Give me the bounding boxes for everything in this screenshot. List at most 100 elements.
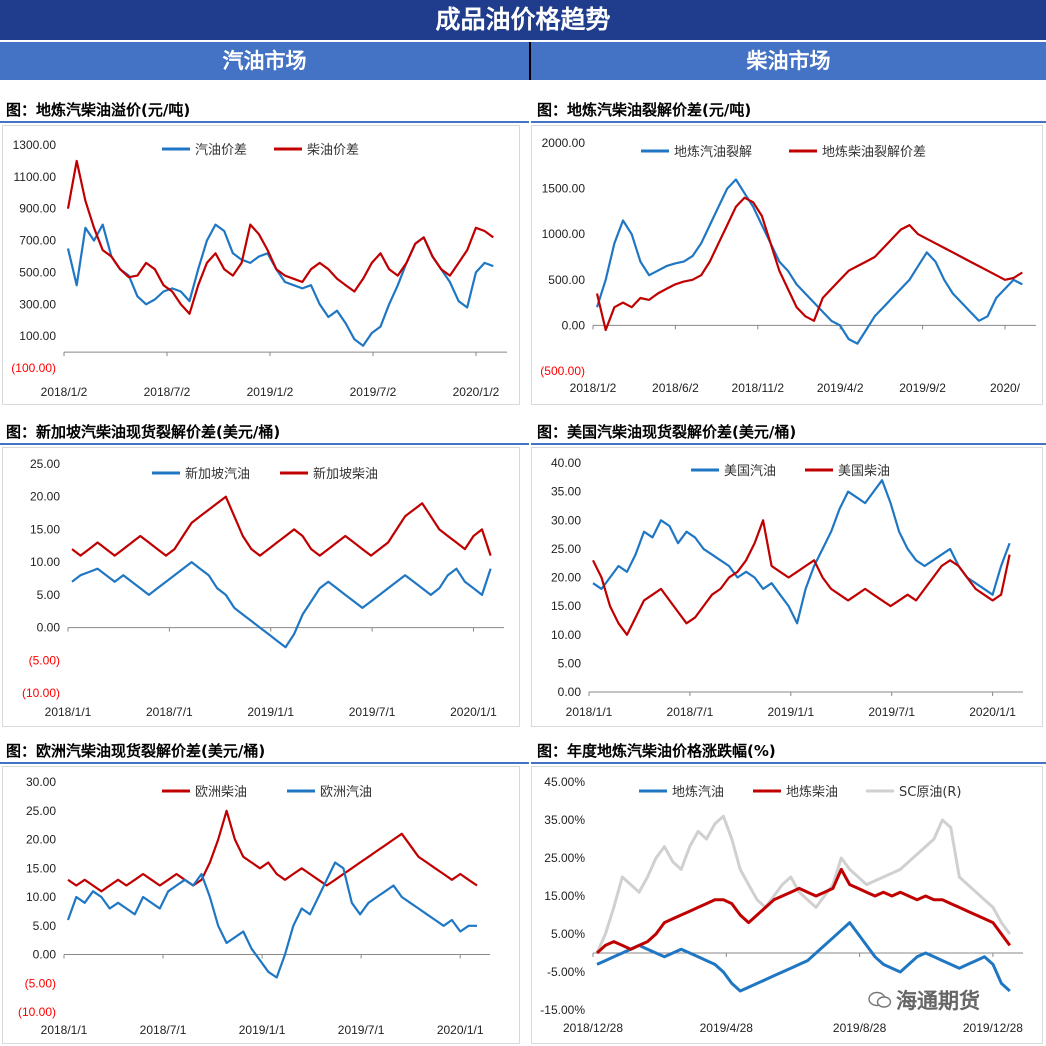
y-tick-label: 0.00 — [558, 685, 582, 699]
section-diesel: 柴油市场 — [531, 42, 1046, 80]
chart-frame-p6 — [531, 766, 1043, 1044]
x-tick-label: 2019/9/2 — [899, 381, 946, 395]
y-tick-label: -5.00% — [547, 965, 585, 979]
x-tick-label: 2020/1/1 — [437, 1023, 484, 1037]
x-tick-label: 2018/12/28 — [563, 1021, 623, 1035]
y-tick-label: 500.00 — [19, 265, 56, 279]
x-tick-label: 2020/1/1 — [969, 705, 1016, 719]
panel-title-p2: 图：地炼汽柴油裂解价差(元/吨) — [537, 101, 752, 119]
series-line-2 — [595, 867, 1012, 955]
page-banner: 成品油价格趋势 — [0, 0, 1046, 40]
y-tick-label: 25.00% — [544, 851, 585, 865]
section-divider — [529, 42, 531, 80]
chart-p4: 40.00 35.00 30.00 25.00 20.00 15.00 10.00 5.00 0… — [551, 456, 1023, 719]
x-tick-label: 2019/7/2 — [350, 385, 397, 399]
watermark-text: 海通期货 — [896, 989, 980, 1013]
y-tick-label: 15.00 — [551, 599, 581, 613]
legend-label: 欧洲柴油 — [195, 785, 247, 800]
series-line-2 — [66, 861, 477, 979]
panel-title-p1: 图：地炼汽柴油溢价(元/吨) — [6, 101, 191, 119]
x-tick-label: 2019/7/1 — [868, 705, 915, 719]
section-gasoline: 汽油市场 — [0, 42, 529, 80]
x-tick-label: 2018/7/1 — [146, 705, 193, 719]
y-tick-label: (100.00) — [11, 361, 56, 375]
y-tick-label: 5.00% — [551, 927, 585, 941]
chart-p6: 45.00% 35.00% 25.00% 15.00% 5.00% -5.00% -15.0… — [540, 775, 1023, 1035]
legend-label: 地炼柴油裂解价差 — [822, 145, 926, 160]
x-tick-label: 2019/1/2 — [247, 385, 294, 399]
y-tick-label: 35.00 — [551, 485, 581, 499]
legend-label: 地炼柴油 — [786, 785, 838, 800]
y-tick-label: 25.00 — [551, 542, 581, 556]
y-tick-label: (500.00) — [540, 364, 585, 378]
y-tick-label: 30.00 — [551, 513, 581, 527]
x-tick-label: 2020/ — [990, 381, 1021, 395]
panel-title-p5: 图：欧洲汽柴油现货裂解价差(美元/桶) — [6, 742, 266, 760]
y-tick-label: 5.00 — [558, 656, 582, 670]
x-tick-label: 2018/7/1 — [667, 705, 714, 719]
y-tick-label: 0.00 — [37, 621, 61, 635]
y-tick-label: 0.00 — [562, 318, 586, 332]
y-tick-label: 45.00% — [544, 775, 585, 789]
legend-label: 美国汽油 — [724, 464, 776, 479]
x-tick-label: 2019/4/28 — [700, 1021, 754, 1035]
x-tick-label: 2019/7/1 — [349, 705, 396, 719]
series-line-1 — [595, 178, 1023, 345]
y-tick-label: (10.00) — [18, 1005, 56, 1019]
x-tick-label: 2019/1/1 — [239, 1023, 286, 1037]
y-tick-label: 10.00 — [26, 890, 56, 904]
panel-rule — [531, 762, 1046, 764]
y-tick-label: 100.00 — [19, 329, 56, 343]
chart-frame-p5 — [2, 766, 520, 1044]
legend-label: 汽油价差 — [195, 143, 247, 158]
y-tick-label: 2000.00 — [542, 136, 586, 150]
series-line-3 — [595, 814, 1012, 954]
x-tick-label: 2018/1/1 — [45, 705, 92, 719]
y-tick-label: 20.00 — [26, 833, 56, 847]
y-tick-label: 40.00 — [551, 456, 581, 470]
y-tick-label: 20.00 — [30, 490, 60, 504]
chart-frame-p1 — [2, 125, 520, 405]
panel-title-p3: 图：新加坡汽柴油现货裂解价差(美元/桶) — [6, 423, 281, 441]
legend-label: 新加坡汽油 — [185, 466, 250, 482]
y-tick-label: 30.00 — [26, 775, 56, 789]
x-tick-label: 2018/1/2 — [41, 385, 88, 399]
series-line-2 — [71, 495, 492, 557]
x-tick-label: 2019/7/1 — [338, 1023, 385, 1037]
y-tick-label: 15.00 — [30, 522, 60, 536]
panel-rule — [531, 443, 1046, 445]
y-tick-label: (5.00) — [29, 653, 60, 667]
series-line-2 — [592, 519, 1011, 636]
y-tick-label: 1000.00 — [542, 227, 586, 241]
y-tick-label: 5.00 — [37, 588, 61, 602]
legend-label: 地炼汽油裂解 — [674, 145, 752, 160]
panel-title-p4: 图：美国汽柴油现货裂解价差(美元/桶) — [537, 423, 797, 441]
x-tick-label: 2019/1/1 — [767, 705, 814, 719]
panel-title-p6: 图：年度地炼汽柴油价格涨跌幅(%) — [537, 742, 776, 760]
x-tick-label: 2019/12/28 — [963, 1021, 1023, 1035]
y-tick-label: 700.00 — [19, 234, 56, 248]
y-tick-label: 300.00 — [19, 297, 56, 311]
chart-frame-p3 — [2, 447, 520, 727]
y-tick-label: (10.00) — [22, 686, 60, 700]
chart-p2: 2000.00 1500.00 1000.00 500.00 0.00 (500.00) 2… — [540, 136, 1036, 395]
legend-label: 柴油价差 — [307, 143, 359, 158]
panel-rule — [0, 121, 529, 123]
wechat-icon — [868, 991, 892, 1008]
series-line-1 — [592, 479, 1011, 625]
series-line-2 — [595, 196, 1023, 332]
legend-label: SC原油(R) — [899, 785, 962, 800]
x-tick-label: 2020/1/2 — [453, 385, 500, 399]
x-tick-label: 2018/1/1 — [566, 705, 613, 719]
chart-p1: 1300.00 1100.00 900.00 700.00 500.00 300.00 10… — [11, 138, 507, 399]
y-tick-label: 15.00% — [544, 889, 585, 903]
y-tick-label: 10.00 — [30, 555, 60, 569]
legend-label: 美国柴油 — [838, 464, 890, 479]
chart-frame-p2 — [531, 125, 1043, 405]
y-tick-label: 0.00 — [33, 948, 57, 962]
panel-rule — [0, 443, 529, 445]
y-tick-label: 900.00 — [19, 202, 56, 216]
chart-frame-p4 — [531, 447, 1043, 727]
y-tick-label: 1300.00 — [13, 138, 57, 152]
series-line-1 — [596, 921, 1011, 993]
